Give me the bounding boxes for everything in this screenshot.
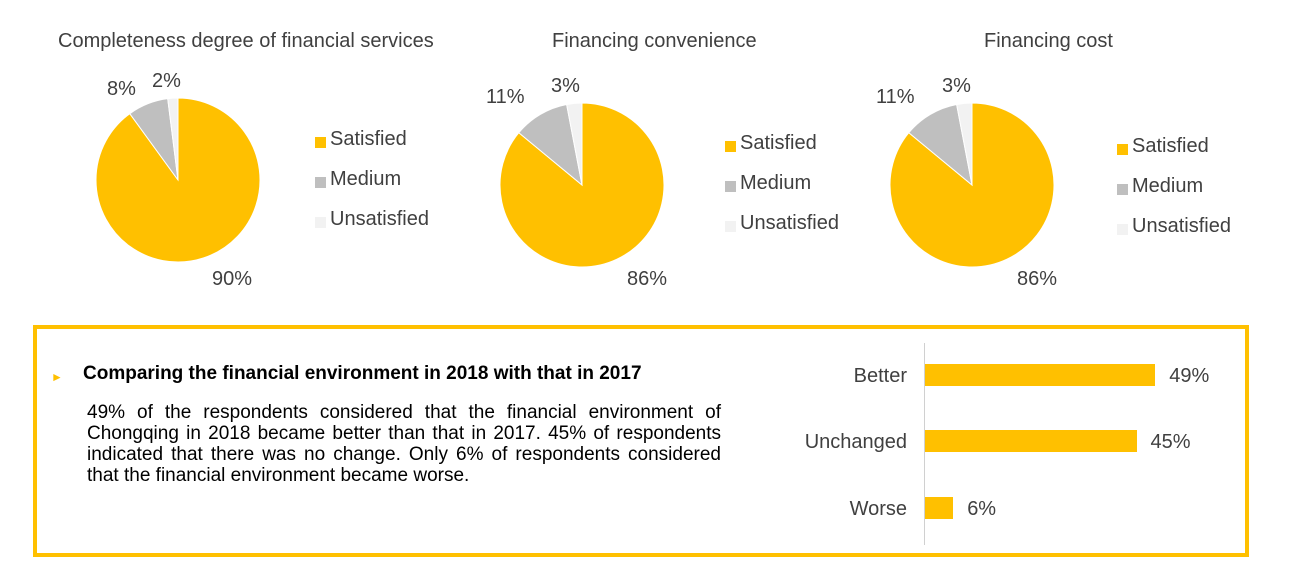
slice-label-unsatisfied: 2% xyxy=(152,70,181,92)
legend-swatch-medium xyxy=(315,177,326,188)
pie-slice-unsatisfied xyxy=(566,102,583,186)
pie-svg xyxy=(95,97,261,263)
pie-title: Financing convenience xyxy=(552,30,757,52)
legend-label: Satisfied xyxy=(1132,135,1209,157)
slice-label-medium: 11% xyxy=(486,86,525,108)
slice-label-unsatisfied: 3% xyxy=(942,75,971,97)
legend-swatch-satisfied xyxy=(1117,144,1128,155)
bar-worse xyxy=(925,497,954,519)
bar-better xyxy=(925,364,1156,386)
slice-label-satisfied: 86% xyxy=(1017,268,1058,290)
summary-body: 49% of the respondents considered that t… xyxy=(87,402,721,486)
slice-label-medium: 11% xyxy=(876,86,915,108)
slice-label-medium: 8% xyxy=(107,78,136,100)
legend-label: Unsatisfied xyxy=(1132,215,1231,237)
pie-svg xyxy=(499,102,665,268)
pie-title: Completeness degree of financial service… xyxy=(58,30,434,52)
bar-unchanged xyxy=(925,430,1137,452)
bar-axis xyxy=(924,343,925,545)
legend-label: Unsatisfied xyxy=(330,208,429,230)
bar-category-worse: Worse xyxy=(849,498,907,520)
pie-chart-financing-cost: Financing cost 86% 11% 3% Satisfied Medi… xyxy=(820,0,1270,310)
bar-value-better: 49% xyxy=(1169,365,1210,387)
pie-chart-financial-services: Completeness degree of financial service… xyxy=(0,0,450,310)
pie-title: Financing cost xyxy=(984,30,1113,52)
legend-label: Medium xyxy=(1132,175,1204,197)
summary-heading: Comparing the financial environment in 2… xyxy=(83,363,642,384)
bar-value-unchanged: 45% xyxy=(1150,431,1191,453)
legend-swatch-unsatisfied xyxy=(315,217,326,228)
slice-label-satisfied: 90% xyxy=(212,268,253,290)
bar-value-worse: 6% xyxy=(967,498,997,520)
pie-slice-unsatisfied xyxy=(956,102,973,186)
legend-label: Satisfied xyxy=(330,128,407,150)
bar-category-unchanged: Unchanged xyxy=(804,431,907,453)
legend-label: Medium xyxy=(740,172,812,194)
legend-swatch-medium xyxy=(1117,184,1128,195)
legend-label: Satisfied xyxy=(740,132,817,154)
legend-swatch-satisfied xyxy=(725,141,736,152)
pie-slice-unsatisfied xyxy=(167,97,179,181)
pie-chart-financing-convenience: Financing convenience 86% 11% 3% Satisfi… xyxy=(410,0,860,310)
legend-swatch-unsatisfied xyxy=(725,221,736,232)
legend-swatch-medium xyxy=(725,181,736,192)
bar-category-better: Better xyxy=(853,365,907,387)
triangle-right-icon: ► xyxy=(51,370,63,384)
legend-label: Medium xyxy=(330,168,402,190)
legend-swatch-unsatisfied xyxy=(1117,224,1128,235)
legend-swatch-satisfied xyxy=(315,137,326,148)
legend-label: Unsatisfied xyxy=(740,212,839,234)
pie-svg xyxy=(889,102,1055,268)
summary-box: ► Comparing the financial environment in… xyxy=(33,325,1249,557)
slice-label-satisfied: 86% xyxy=(627,268,668,290)
slice-label-unsatisfied: 3% xyxy=(551,75,580,97)
